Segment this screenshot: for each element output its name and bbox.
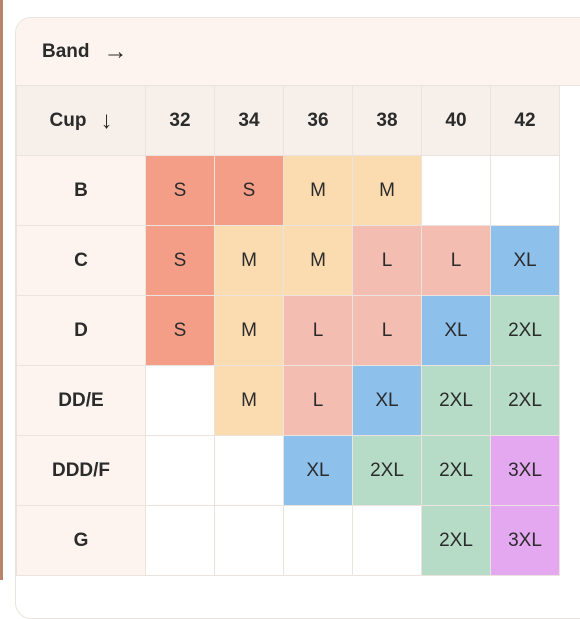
band-size-40: 40	[421, 85, 491, 156]
size-grid: Cup ↓ 32 34 36 38 40 42 B S S M M C S M …	[16, 85, 560, 576]
size-cell: L	[352, 225, 422, 296]
band-axis-header: Band →	[16, 18, 580, 86]
band-size-36: 36	[283, 85, 353, 156]
size-cell	[214, 435, 284, 506]
size-chart-card: Band → Cup ↓ 32 34 36 38 40 42 B S S M M	[15, 17, 580, 619]
size-cell	[421, 155, 491, 226]
cup-row-dd-e: DD/E M L XL 2XL 2XL	[16, 365, 560, 436]
band-label: Band	[42, 40, 90, 62]
size-cell	[145, 435, 215, 506]
size-cell: M	[352, 155, 422, 226]
size-cell: S	[145, 155, 215, 226]
size-cell: 2XL	[352, 435, 422, 506]
cup-label-dd-e: DD/E	[16, 365, 146, 436]
cup-row-g: G 2XL 3XL	[16, 505, 560, 576]
size-cell: L	[421, 225, 491, 296]
size-cell: 2XL	[421, 505, 491, 576]
size-cell: 3XL	[490, 505, 560, 576]
size-cell	[145, 365, 215, 436]
cup-axis-header: Cup ↓	[16, 85, 146, 156]
size-cell: XL	[421, 295, 491, 366]
size-cell: XL	[352, 365, 422, 436]
size-cell: L	[352, 295, 422, 366]
size-cell	[214, 505, 284, 576]
size-cell: 2XL	[421, 365, 491, 436]
size-cell: M	[214, 365, 284, 436]
size-cell: M	[283, 155, 353, 226]
size-cell: S	[145, 295, 215, 366]
band-size-38: 38	[352, 85, 422, 156]
size-cell: M	[214, 295, 284, 366]
cup-label-c: C	[16, 225, 146, 296]
size-cell	[352, 505, 422, 576]
size-cell: XL	[283, 435, 353, 506]
size-cell: XL	[490, 225, 560, 296]
size-cell: 3XL	[490, 435, 560, 506]
band-size-header-row: Cup ↓ 32 34 36 38 40 42	[16, 85, 560, 156]
cup-label-g: G	[16, 505, 146, 576]
cup-row-d: D S M L L XL 2XL	[16, 295, 560, 366]
size-cell: M	[283, 225, 353, 296]
band-size-42: 42	[490, 85, 560, 156]
size-cell: L	[283, 295, 353, 366]
arrow-right-icon: →	[103, 37, 128, 65]
cup-row-ddd-f: DDD/F XL 2XL 2XL 3XL	[16, 435, 560, 506]
size-cell: L	[283, 365, 353, 436]
size-cell	[283, 505, 353, 576]
cup-label-b: B	[16, 155, 146, 226]
size-cell: 2XL	[490, 365, 560, 436]
frame-edge	[0, 0, 3, 580]
cup-label-ddd-f: DDD/F	[16, 435, 146, 506]
cup-row-b: B S S M M	[16, 155, 560, 226]
band-size-32: 32	[145, 85, 215, 156]
cup-label-d: D	[16, 295, 146, 366]
size-cell: M	[214, 225, 284, 296]
cup-label: Cup	[49, 109, 87, 131]
size-cell: S	[145, 225, 215, 296]
band-size-34: 34	[214, 85, 284, 156]
arrow-down-icon: ↓	[100, 106, 113, 134]
size-cell: 2XL	[490, 295, 560, 366]
size-cell	[490, 155, 560, 226]
cup-row-c: C S M M L L XL	[16, 225, 560, 296]
size-cell: S	[214, 155, 284, 226]
size-cell	[145, 505, 215, 576]
size-cell: 2XL	[421, 435, 491, 506]
